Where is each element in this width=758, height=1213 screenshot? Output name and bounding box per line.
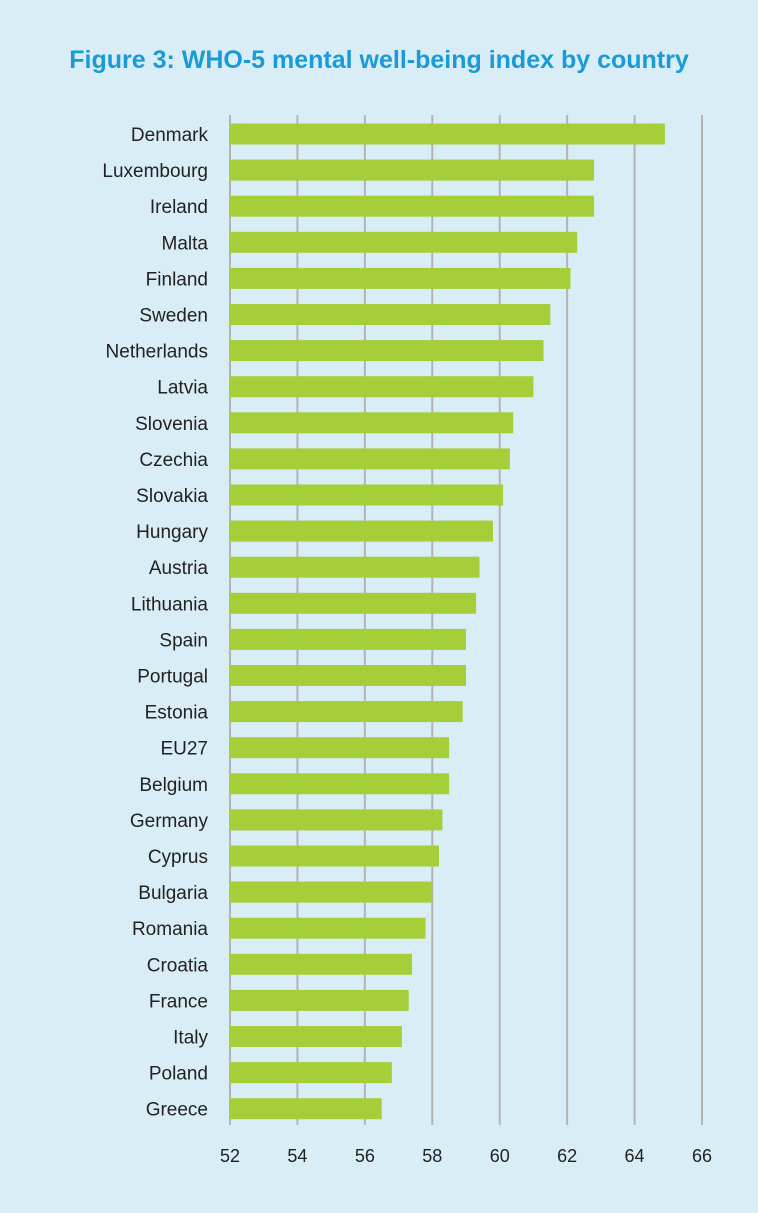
x-tick-label: 60 [490, 1146, 510, 1166]
bar-croatia [230, 953, 413, 975]
category-label: Denmark [131, 125, 209, 146]
category-label: EU27 [160, 739, 208, 760]
category-label: Greece [146, 1100, 208, 1121]
x-tick-label: 58 [422, 1146, 442, 1166]
bar-austria [230, 556, 480, 578]
bar-spain [230, 628, 466, 650]
category-label: Cyprus [148, 847, 208, 868]
bar-greece [230, 1098, 382, 1120]
category-label: Slovakia [136, 486, 208, 507]
bar-netherlands [230, 340, 544, 362]
bar-lithuania [230, 592, 477, 614]
bar-france [230, 989, 409, 1011]
bar-denmark [230, 123, 665, 145]
bar-italy [230, 1026, 402, 1047]
bar-luxembourg [230, 159, 595, 181]
bar-finland [230, 267, 571, 289]
category-label: Czechia [139, 450, 208, 471]
bar-eu27 [230, 737, 450, 759]
bar-malta [230, 231, 578, 253]
category-label: Luxembourg [102, 161, 208, 182]
category-label: Lithuania [131, 594, 209, 615]
category-label: Portugal [137, 667, 208, 688]
bar-ireland [230, 195, 595, 217]
bar-slovenia [230, 412, 514, 434]
category-label: Malta [162, 233, 209, 254]
bar-cyprus [230, 845, 440, 867]
bar-portugal [230, 665, 466, 686]
chart-title: Figure 3: WHO-5 mental well-being index … [69, 46, 689, 74]
bar-germany [230, 809, 443, 831]
category-label: Romania [132, 919, 208, 940]
bar-poland [230, 1062, 392, 1084]
category-label: Austria [149, 558, 209, 579]
category-label: Finland [146, 269, 208, 290]
category-label: Belgium [139, 775, 208, 796]
bar-sweden [230, 304, 551, 325]
x-tick-label: 66 [692, 1146, 712, 1166]
bar-slovakia [230, 484, 504, 506]
category-label: Poland [149, 1064, 208, 1085]
category-label: Hungary [136, 522, 208, 543]
x-tick-label: 52 [220, 1146, 240, 1166]
bar-romania [230, 917, 426, 939]
category-label: Estonia [145, 703, 209, 724]
bar-estonia [230, 701, 463, 723]
category-labels: Denmark Luxembourg Ireland Malta Finland Swed… [102, 125, 208, 1121]
x-tick-label: 62 [557, 1146, 577, 1166]
category-label: Latvia [157, 378, 208, 399]
category-label: Ireland [150, 197, 208, 218]
category-label: Germany [130, 811, 209, 832]
bar-czechia [230, 448, 510, 470]
category-label: Croatia [147, 955, 209, 976]
x-tick-label: 64 [625, 1146, 645, 1166]
category-label: France [149, 991, 208, 1012]
category-label: Italy [173, 1028, 208, 1049]
category-label: Bulgaria [138, 883, 208, 904]
category-label: Slovenia [135, 414, 208, 435]
bar-latvia [230, 376, 534, 398]
bars [230, 123, 665, 1120]
bar-belgium [230, 773, 450, 795]
x-tick-label: 54 [287, 1146, 307, 1166]
category-label: Netherlands [106, 342, 208, 363]
category-label: Spain [159, 630, 208, 651]
bar-bulgaria [230, 881, 433, 903]
category-label: Sweden [139, 306, 208, 327]
x-axis-tick-labels: 52 54 56 58 60 62 64 66 [220, 1146, 712, 1166]
bar-hungary [230, 520, 493, 542]
x-tick-label: 56 [355, 1146, 375, 1166]
